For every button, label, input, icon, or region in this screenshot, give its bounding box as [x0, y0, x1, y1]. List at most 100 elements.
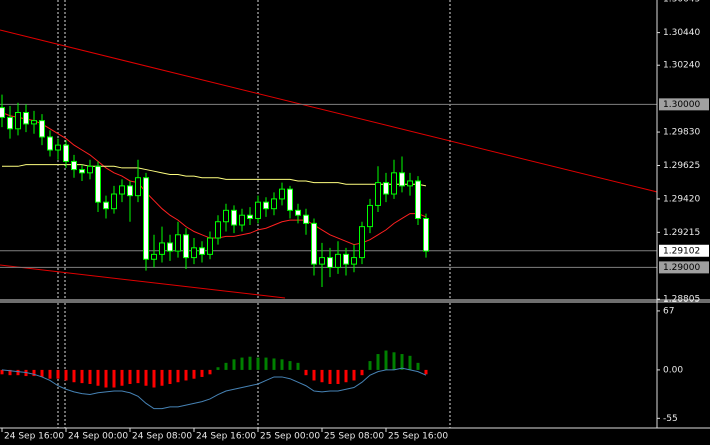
histogram-bar: [272, 358, 276, 370]
candle-body: [311, 222, 317, 265]
histogram-bar: [328, 369, 332, 384]
candle-body: [71, 160, 77, 171]
price-level-box: [659, 98, 709, 111]
candle-body: [87, 165, 93, 174]
histogram-bar: [16, 369, 20, 376]
histogram-bar: [96, 369, 100, 386]
price-level-label: 1.30000: [663, 100, 700, 110]
candle-body: [183, 234, 189, 259]
candle-body: [15, 112, 21, 130]
histogram-bar: [360, 369, 364, 376]
x-tick-label: 25 Sep 08:00: [324, 432, 384, 442]
histogram-bar: [168, 369, 172, 384]
histogram-bar: [424, 369, 428, 375]
histogram-bar: [80, 369, 84, 384]
histogram-bar: [136, 369, 140, 384]
candle-body: [335, 253, 341, 268]
histogram-bar: [8, 369, 12, 376]
candle-body: [79, 169, 85, 174]
histogram-bar: [288, 361, 292, 370]
histogram-bar: [72, 369, 76, 383]
candle-body: [199, 247, 205, 255]
histogram-bar: [160, 369, 164, 386]
histogram-bar: [144, 369, 148, 386]
histogram-bar: [32, 369, 36, 377]
candle-body: [367, 204, 373, 228]
candle-body: [167, 242, 173, 252]
histogram-bar: [376, 354, 380, 370]
x-tick-label: 24 Sep 08:00: [132, 432, 192, 442]
y-tick-label: 1.30240: [663, 61, 700, 71]
candle-body: [223, 209, 229, 223]
candle-body: [39, 120, 45, 138]
histogram-bar: [88, 369, 92, 384]
candle-body: [191, 247, 197, 259]
candle-body: [207, 237, 213, 255]
histogram-bar: [232, 359, 236, 370]
candle-body: [319, 257, 325, 265]
candle-body: [263, 201, 269, 210]
histogram-bar: [48, 369, 52, 379]
histogram-bar: [112, 369, 116, 388]
candle-body: [391, 172, 397, 195]
candle-body: [351, 257, 357, 265]
candle-body: [359, 226, 365, 259]
candle-body: [103, 201, 109, 210]
histogram-bar: [312, 369, 316, 381]
candle-body: [127, 185, 133, 197]
indicator-line: [1, 112, 427, 246]
candle-body: [119, 185, 125, 195]
candle-body: [159, 242, 165, 255]
histogram-bar: [56, 369, 60, 379]
histogram-bar: [40, 369, 44, 377]
candle-body: [239, 214, 245, 226]
y-tick-label: 1.29420: [663, 194, 700, 204]
price-level-box: [659, 244, 709, 257]
y-tick-label: 1.30440: [663, 28, 700, 38]
candle-body: [247, 214, 253, 219]
histogram-bar: [240, 357, 244, 370]
histogram-bar: [128, 369, 132, 384]
candle-body: [415, 180, 421, 219]
histogram-bar: [264, 357, 268, 370]
x-tick-label: 24 Sep 00:00: [68, 432, 128, 442]
histogram-bar: [416, 362, 420, 370]
histogram-bar: [200, 369, 204, 377]
histogram-bar: [408, 355, 412, 370]
histogram-bar: [120, 369, 124, 386]
y-tick-label: -55: [663, 414, 678, 424]
histogram-bar: [248, 356, 252, 370]
histogram-bar: [192, 369, 196, 379]
x-tick-label: 25 Sep 16:00: [388, 432, 448, 442]
candle-body: [151, 253, 157, 260]
histogram-bar: [104, 369, 108, 388]
histogram-bar: [296, 362, 300, 370]
histogram-bar: [152, 369, 156, 388]
candle-body: [23, 112, 29, 125]
y-tick-label: 0.00: [663, 365, 683, 375]
histogram-bar: [208, 369, 212, 375]
histogram-bar: [336, 369, 340, 384]
candle-body: [423, 217, 429, 252]
price-level-label: 1.29000: [663, 263, 700, 273]
y-tick-label: 1.29215: [663, 228, 700, 238]
candle-body: [231, 209, 237, 226]
histogram-bar: [368, 361, 372, 370]
histogram-bar: [176, 369, 180, 383]
x-tick-label: 24 Sep 16:00: [4, 432, 64, 442]
histogram-bar: [304, 369, 308, 376]
histogram-bar: [344, 369, 348, 383]
histogram-bar: [0, 369, 4, 375]
candle-body: [31, 120, 37, 125]
candle-body: [255, 201, 261, 219]
histogram-bar: [280, 359, 284, 370]
candle-body: [343, 253, 349, 265]
candle-body: [63, 144, 69, 162]
candle-body: [279, 188, 285, 200]
y-tick-label: 1.29625: [663, 161, 700, 171]
main-plot: [0, 94, 657, 287]
trendline: [0, 29, 657, 193]
candle-body: [111, 193, 117, 210]
